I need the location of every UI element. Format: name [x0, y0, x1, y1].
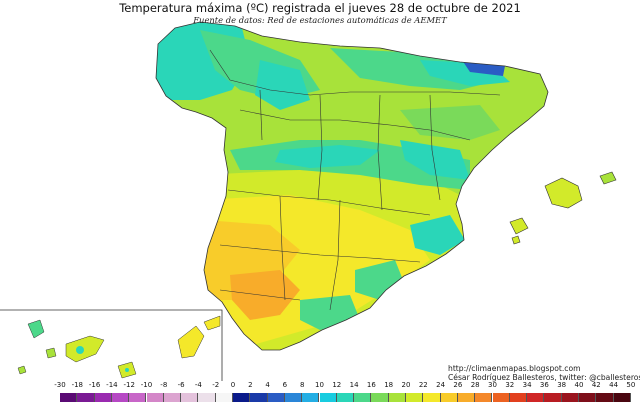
- legend-tick: 2: [248, 381, 253, 389]
- legend-tick: 16: [366, 381, 376, 389]
- legend-tick: 38: [557, 381, 567, 389]
- legend-tick: 10: [315, 381, 324, 389]
- legend-tick: 14: [349, 381, 359, 389]
- legend-tick: 20: [401, 381, 411, 389]
- legend-tick: 42: [591, 381, 601, 389]
- legend-tick: -8: [160, 381, 168, 389]
- legend-tick: 0: [230, 381, 236, 389]
- legend-tick: -14: [106, 381, 118, 389]
- legend-tick: -4: [194, 381, 202, 389]
- legend-swatch: [527, 393, 545, 402]
- legend-swatch: [457, 393, 476, 402]
- legend-swatch: [613, 393, 631, 402]
- legend-tick: 4: [265, 381, 270, 389]
- legend-swatch: [475, 393, 493, 402]
- peninsula-outline: [155, 21, 549, 351]
- map-title: Temperatura máxima (ºC) registrada el ju…: [119, 1, 521, 15]
- credit-url: http://climaenmapas.blogspot.com: [448, 364, 581, 373]
- legend-swatch: [233, 393, 251, 402]
- legend-swatch: [181, 393, 199, 402]
- legend-swatch: [163, 393, 182, 402]
- legend-swatch: [319, 393, 337, 402]
- legend-swatch: [579, 393, 597, 402]
- legend-tick: 18: [384, 381, 394, 389]
- province-borders: [209, 49, 501, 311]
- legend-tick: -16: [88, 381, 101, 389]
- legend-swatch: [492, 393, 510, 402]
- legend-swatch: [544, 393, 562, 402]
- legend-tick: 40: [574, 381, 584, 389]
- legend-swatch: [77, 393, 95, 402]
- legend-tick: 32: [505, 381, 515, 389]
- legend-swatch: [440, 393, 458, 402]
- legend-swatch: [354, 393, 372, 402]
- balearic-islands: [509, 171, 617, 245]
- legend-swatch: [60, 393, 78, 402]
- legend-tick: 6: [282, 381, 288, 389]
- legend-tick: -12: [123, 381, 135, 389]
- legend-swatch: [94, 393, 112, 402]
- canary-inset: [0, 309, 223, 381]
- legend-tick: -2: [212, 381, 220, 389]
- legend-tick: 50: [626, 381, 636, 389]
- legend-tick: -18: [71, 381, 84, 389]
- legend-swatch: [423, 393, 441, 402]
- legend-swatch: [388, 393, 406, 402]
- legend-tick: 24: [436, 381, 446, 389]
- legend-swatch: [111, 393, 130, 402]
- legend-tick: 28: [470, 381, 480, 389]
- legend-swatch: [215, 393, 233, 402]
- credit-author: César Rodríguez Ballesteros, twitter: @c…: [448, 373, 640, 382]
- legend-tick: 44: [609, 381, 619, 389]
- legend-tick: -30: [54, 381, 66, 389]
- legend-swatch: [267, 393, 285, 402]
- legend-swatch: [596, 393, 614, 402]
- legend-swatch: [406, 393, 424, 402]
- legend-tick: -6: [177, 381, 185, 389]
- legend-swatch: [198, 393, 216, 402]
- legend-tick: 12: [332, 381, 342, 389]
- legend-tick: 8: [299, 381, 305, 389]
- legend-tick: 36: [539, 381, 549, 389]
- peninsula: [156, 22, 548, 350]
- legend-swatch: [129, 393, 147, 402]
- legend-swatch: [302, 393, 320, 402]
- legend-swatch: [250, 393, 268, 402]
- legend-tick: 22: [418, 381, 428, 389]
- legend-swatch: [371, 393, 389, 402]
- map-subtitle: Fuente de datos: Red de estaciones autom…: [193, 15, 447, 25]
- legend-tick: -10: [140, 381, 153, 389]
- legend-swatch: [509, 393, 528, 402]
- legend-tick: 30: [488, 381, 497, 389]
- legend-swatch: [146, 393, 164, 402]
- legend-swatch: [336, 393, 355, 402]
- legend-tick: 34: [522, 381, 532, 389]
- color-legend: -30 -18 -16 -14 -12 -10 -8 -6 -4 -2 0 2 4 6 8 10 12 14 16 1…: [54, 381, 635, 405]
- legend-swatch: [561, 393, 579, 402]
- legend-tick: 26: [453, 381, 463, 389]
- legend-swatch: [284, 393, 303, 402]
